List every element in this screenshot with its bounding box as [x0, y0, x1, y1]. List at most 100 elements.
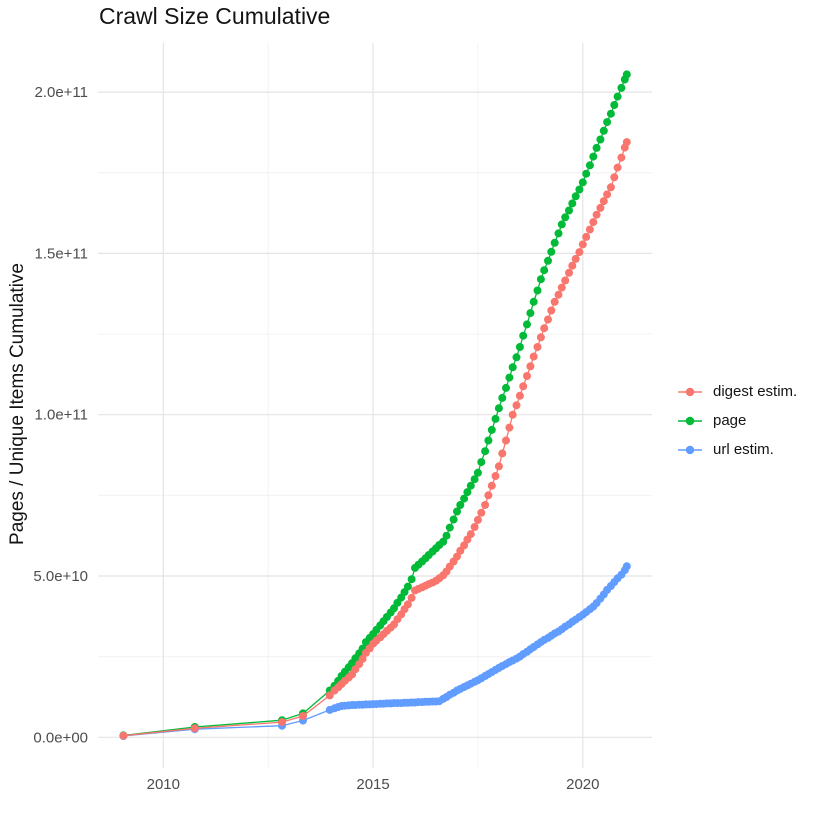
data-point [463, 488, 472, 497]
data-point [498, 393, 507, 402]
data-point [596, 203, 605, 212]
data-point [407, 575, 416, 584]
data-point [554, 229, 563, 238]
legend-item-page: page [676, 406, 797, 435]
legend-key-digest-icon [678, 387, 702, 396]
data-point [502, 436, 510, 445]
data-point [466, 530, 475, 539]
data-point [592, 143, 601, 152]
data-point [484, 436, 493, 445]
data-point [617, 153, 626, 162]
y-tick-label: 5.0e+10 [33, 568, 88, 585]
data-point [526, 362, 535, 371]
x-tick-label: 2020 [566, 776, 599, 793]
data-point [519, 382, 528, 391]
data-point [466, 481, 475, 490]
series-line-url-estim- [123, 566, 628, 737]
chart-title: Crawl Size Cumulative [99, 3, 331, 29]
data-point [540, 266, 549, 275]
data-point [568, 261, 577, 270]
data-point [460, 541, 469, 550]
data-point [544, 256, 552, 265]
data-point [512, 401, 521, 410]
data-point [487, 425, 496, 434]
data-point [487, 481, 496, 490]
data-point [119, 731, 128, 740]
data-point [445, 523, 454, 532]
data-point [589, 218, 598, 227]
data-point [582, 232, 591, 241]
data-point [565, 268, 573, 277]
data-point [585, 225, 594, 234]
data-point [481, 501, 490, 509]
data-point [613, 92, 622, 101]
data-point [603, 118, 612, 127]
data-point [578, 240, 587, 249]
y-tick-label: 1.5e+11 [34, 245, 88, 262]
data-point [536, 333, 545, 342]
data-point [526, 309, 535, 318]
legend-key-url-icon [678, 445, 702, 454]
data-point [613, 163, 622, 172]
data-point [484, 491, 493, 500]
data-point [299, 712, 307, 720]
data-point [456, 501, 465, 509]
data-point [568, 199, 577, 208]
data-point [477, 508, 486, 517]
data-point [473, 468, 482, 477]
data-point [561, 276, 570, 285]
data-point [403, 600, 412, 609]
data-point [470, 475, 479, 484]
data-point [491, 414, 500, 423]
data-point [508, 410, 517, 419]
legend-key-page-icon [678, 416, 702, 425]
data-point [505, 423, 514, 432]
x-tick-label: 2015 [356, 776, 389, 793]
data-point [610, 101, 619, 109]
data-point [533, 286, 542, 295]
legend-label-digest-estim: digest estim. [713, 383, 798, 400]
data-point [453, 507, 461, 516]
data-point [523, 320, 531, 329]
data-point [544, 315, 552, 324]
data-point [575, 248, 584, 257]
data-point [575, 185, 584, 194]
y-tick-label: 1.0e+11 [34, 407, 88, 424]
data-point [589, 152, 598, 161]
data-point [502, 383, 510, 392]
data-point [529, 352, 538, 361]
data-point [592, 210, 601, 219]
data-point [439, 537, 448, 546]
legend-item-digest-estim: digest estim. [676, 377, 797, 406]
legend: digest estim. page url estim. [676, 377, 797, 464]
data-point [571, 192, 580, 201]
y-tick-label: 2.0e+11 [34, 84, 88, 101]
data-point [554, 290, 563, 299]
data-point [622, 562, 631, 571]
data-point [505, 373, 514, 382]
data-point [515, 391, 524, 400]
data-point [190, 724, 199, 733]
data-point [508, 363, 517, 372]
data-point [582, 169, 591, 178]
data-point [498, 449, 507, 458]
data-point [491, 472, 500, 480]
data-point [610, 173, 619, 182]
legend-label-url-estim: url estim. [713, 441, 774, 458]
legend-label-page: page [713, 412, 747, 429]
data-point [606, 109, 615, 118]
data-point [557, 220, 566, 229]
y-axis-title: Pages / Unique Items Cumulative [7, 263, 28, 545]
data-point [523, 372, 531, 380]
x-tick-label: 2010 [147, 776, 180, 793]
data-point [473, 515, 482, 524]
legend-item-url-estim: url estim. [676, 435, 797, 464]
data-point [585, 161, 594, 170]
data-point [403, 582, 412, 591]
data-point [358, 654, 367, 663]
data-point [550, 297, 559, 306]
data-point [550, 238, 559, 247]
data-point [622, 70, 631, 79]
